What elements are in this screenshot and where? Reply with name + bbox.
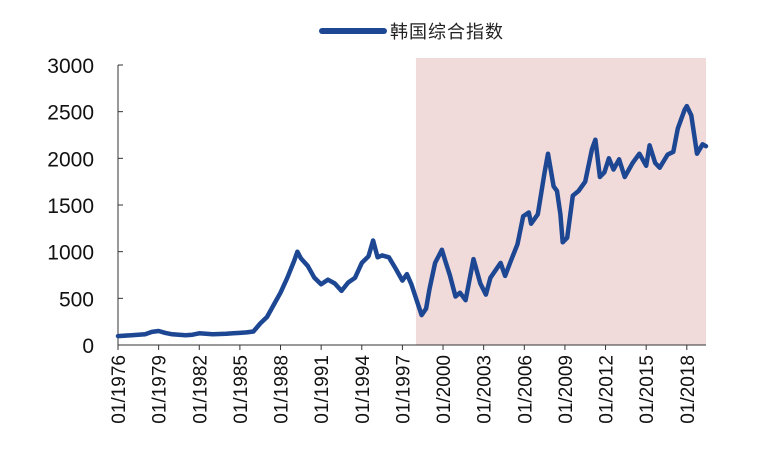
x-tick-label: 01/1988 xyxy=(272,355,293,424)
y-tick-label: 2500 xyxy=(47,102,94,125)
x-tick-label: 01/1994 xyxy=(353,355,374,424)
y-tick-label: 2000 xyxy=(47,148,94,171)
x-axis: 01/1976 01/1979 01/1982 01/1985 01/1988 01/19… xyxy=(109,344,706,424)
x-tick-label: 01/2009 xyxy=(556,355,577,424)
series-layer xyxy=(115,103,709,339)
y-tick-label: 1500 xyxy=(47,195,94,218)
x-tick-label: 01/2018 xyxy=(678,355,699,424)
x-tick-label: 01/1997 xyxy=(393,355,414,424)
x-tick-label: 01/1979 xyxy=(150,355,171,424)
x-tick-label: 01/1982 xyxy=(190,355,211,424)
y-tick-label: 500 xyxy=(59,288,94,311)
y-tick-label: 1000 xyxy=(47,242,94,265)
x-tick-label: 01/1976 xyxy=(109,355,130,424)
y-tick-label: 3000 xyxy=(47,55,94,78)
x-tick-label: 01/2015 xyxy=(637,355,658,424)
y-axis: 0 500 1000 1500 2000 2500 3000 xyxy=(47,55,123,358)
legend: 韩国综合指数 xyxy=(319,22,504,43)
y-tick-label: 0 xyxy=(82,335,94,358)
highlight-band xyxy=(415,58,706,345)
x-tick-label: 01/2012 xyxy=(597,355,618,424)
highlight-band-layer xyxy=(415,58,706,345)
x-tick-label: 01/2003 xyxy=(475,355,496,424)
x-tick-label: 01/2006 xyxy=(515,355,536,424)
x-tick-label: 01/1985 xyxy=(231,355,252,424)
series-line xyxy=(115,103,709,339)
legend-label: 韩国综合指数 xyxy=(390,22,504,43)
x-tick-label: 01/1991 xyxy=(312,355,333,424)
x-tick-label: 01/2000 xyxy=(434,355,455,424)
